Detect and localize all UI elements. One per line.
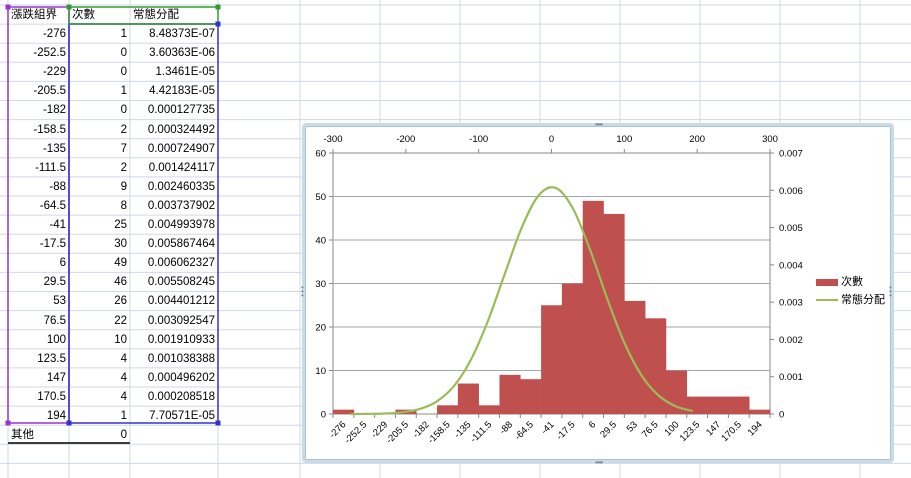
cell-count[interactable]: 8 (120, 199, 127, 212)
cell-count[interactable]: 22 (114, 314, 127, 327)
cell-bin[interactable]: -158.5 (33, 123, 66, 136)
header-cell-normal[interactable]: 常態分配 (133, 9, 179, 21)
cell-count[interactable]: 26 (114, 295, 127, 308)
cell-normal[interactable]: 0.006062327 (147, 257, 215, 270)
cell-normal[interactable]: 0.005867464 (147, 238, 215, 251)
cell-count[interactable]: 1 (120, 28, 127, 40)
cell-bin[interactable]: -17.5 (39, 238, 66, 251)
legend-label-count: 次數 (841, 276, 863, 288)
resize-grip-top[interactable]: •••• (595, 120, 603, 129)
cell-bin[interactable]: 194 (46, 410, 66, 422)
cell-normal[interactable]: 3.60363E-06 (149, 47, 215, 60)
range-handle[interactable] (5, 4, 11, 10)
resize-grip-bottom[interactable]: •••• (595, 458, 603, 467)
cell-normal[interactable]: 0.000496202 (147, 371, 215, 384)
cell-bin[interactable]: -252.5 (33, 47, 66, 60)
cell-normal[interactable]: 0.001038388 (147, 352, 215, 365)
cell-normal[interactable]: 0.005508245 (147, 276, 215, 289)
cell-count[interactable]: 2 (120, 161, 127, 174)
range-handle[interactable] (66, 420, 72, 426)
cell-count[interactable]: 2 (120, 123, 127, 136)
cell-count[interactable]: 4 (120, 371, 127, 384)
cell-normal[interactable]: 0.000324492 (147, 123, 215, 136)
cell-bin[interactable]: 100 (46, 333, 66, 346)
cell-bin[interactable]: 6 (59, 257, 66, 270)
range-border-headers (68, 6, 219, 25)
cell-other-label[interactable]: 其他 (11, 429, 34, 441)
cell-bin[interactable]: -111.5 (35, 161, 66, 174)
cell-bin[interactable]: -135 (42, 142, 66, 155)
cell-count[interactable]: 0 (120, 47, 127, 60)
cell-bin[interactable]: 29.5 (43, 276, 66, 289)
cell-count[interactable]: 25 (114, 219, 127, 231)
legend-swatch-line (816, 299, 838, 301)
cell-count[interactable]: 1 (120, 85, 127, 98)
cell-bin[interactable]: 76.5 (43, 314, 66, 327)
cell-normal[interactable]: 0.003092547 (147, 314, 215, 327)
resize-grip-right[interactable]: • • • (889, 283, 892, 300)
cell-bin[interactable]: 170.5 (37, 390, 66, 403)
range-handle[interactable] (215, 420, 221, 426)
cell-count[interactable]: 30 (114, 238, 127, 251)
range-handle[interactable] (215, 21, 221, 27)
cell-normal[interactable]: 0.001424117 (148, 161, 215, 174)
cell-count[interactable]: 46 (114, 276, 127, 289)
resize-grip-left[interactable]: • • • (301, 283, 304, 300)
cell-count[interactable]: 0 (120, 66, 127, 79)
cell-bin[interactable]: -88 (49, 180, 66, 193)
cell-normal[interactable]: 8.48373E-07 (149, 28, 215, 40)
cell-normal[interactable]: 0.004401212 (147, 295, 215, 308)
cell-bin[interactable]: -205.5 (33, 85, 66, 98)
cell-count[interactable]: 1 (120, 410, 127, 422)
legend-label-normal: 常態分配 (841, 294, 885, 306)
header-cell-bin[interactable]: 漲跌組界 (11, 9, 57, 21)
cell-count[interactable]: 10 (114, 333, 127, 346)
legend-swatch-bar (816, 279, 838, 286)
cell-bin[interactable]: -64.5 (39, 199, 66, 212)
cell-normal[interactable]: 0.001910933 (147, 333, 215, 346)
chart-object[interactable]: •••• •••• • • • • • • (301, 120, 894, 467)
cell-bin[interactable]: 123.5 (37, 352, 66, 365)
cell-normal[interactable]: 0.003737902 (147, 199, 215, 212)
cell-normal[interactable]: 0.000127735 (147, 104, 215, 117)
cell-bin[interactable]: -276 (42, 28, 66, 40)
cell-other-count[interactable]: 0 (120, 429, 127, 441)
cell-normal[interactable]: 0.000208518 (147, 390, 215, 403)
header-cell-count[interactable]: 次數 (72, 9, 95, 21)
cell-bin[interactable]: 147 (46, 371, 66, 384)
cell-normal[interactable]: 4.42183E-05 (149, 85, 215, 98)
cell-bin[interactable]: -182 (42, 104, 66, 117)
cell-bin[interactable]: -41 (49, 219, 66, 231)
range-handle[interactable] (215, 4, 221, 10)
cell-normal[interactable]: 0.000724907 (147, 142, 215, 155)
cell-normal[interactable]: 0.004993978 (147, 219, 215, 231)
cell-count[interactable]: 4 (120, 390, 127, 403)
cell-normal[interactable]: 7.70571E-05 (149, 410, 215, 422)
cell-bin[interactable]: -229 (42, 66, 66, 79)
cell-normal[interactable]: 0.002460335 (147, 180, 215, 193)
cell-bin[interactable]: 53 (53, 295, 66, 308)
cell-count[interactable]: 4 (120, 352, 127, 365)
cell-normal[interactable]: 1.3461E-05 (155, 66, 215, 79)
cell-count[interactable]: 9 (120, 180, 127, 193)
range-handle[interactable] (5, 420, 11, 426)
cell-count[interactable]: 7 (120, 142, 127, 155)
cell-count[interactable]: 49 (114, 257, 127, 270)
cell-count[interactable]: 0 (120, 104, 127, 117)
range-handle[interactable] (66, 4, 72, 10)
